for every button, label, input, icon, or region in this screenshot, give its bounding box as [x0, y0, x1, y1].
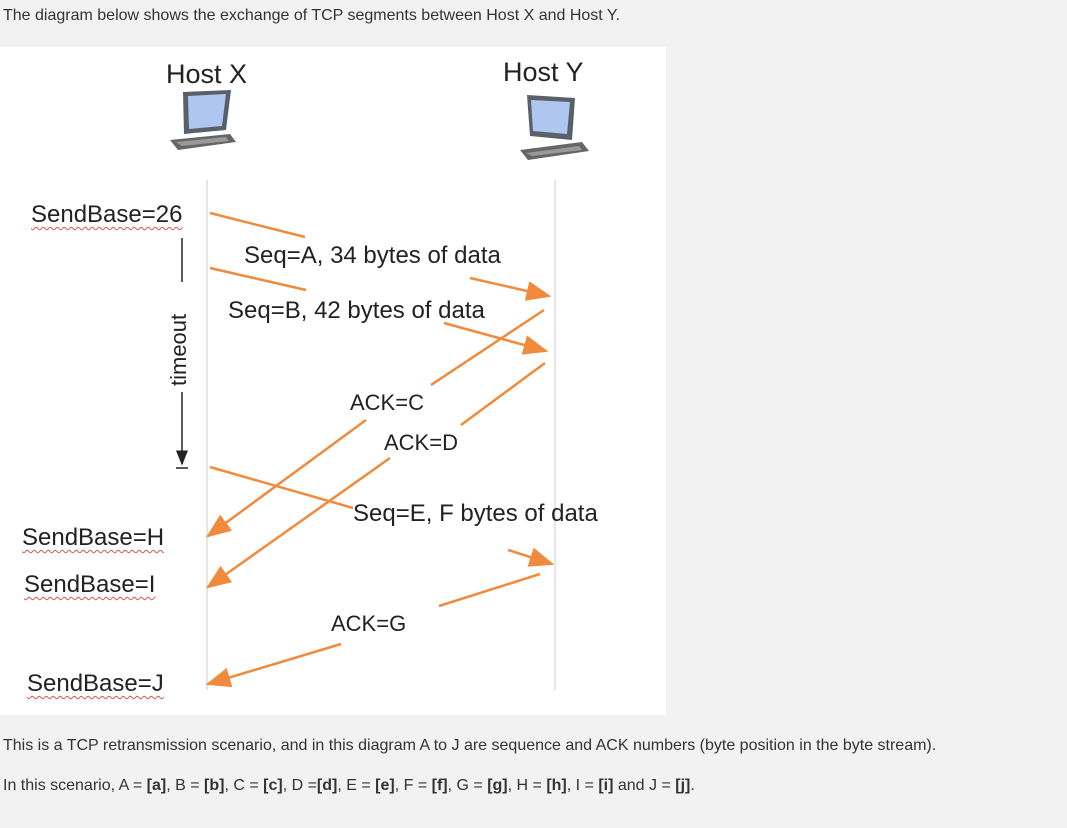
blank-f[interactable]: [f] — [431, 777, 448, 794]
host-y-computer-icon — [520, 95, 589, 160]
answer-sep: , F = — [394, 777, 432, 794]
seg-e-arrow-part1 — [209, 465, 354, 510]
ack-g-label: ACK=G — [331, 611, 407, 636]
answer-prefix: In this scenario, A = — [3, 777, 147, 794]
answer-suffix: . — [690, 777, 695, 794]
answer-line: In this scenario, A = [a], B = [b], C = … — [3, 777, 695, 795]
ack-c-label: ACK=C — [350, 390, 424, 415]
seg-a-arrow-part1 — [209, 211, 306, 239]
blank-e[interactable]: [e] — [375, 777, 395, 794]
answer-sep: , E = — [337, 777, 376, 794]
ack-c-arrow-part1 — [430, 308, 545, 387]
sendbase-j-label: SendBase=J — [27, 670, 164, 697]
seg-b-arrow-part2 — [443, 321, 549, 355]
sendbase-26-label: SendBase=26 — [31, 201, 183, 228]
seg-a-label: Seq=A, 34 bytes of data — [244, 242, 501, 269]
ack-d-arrow-part1 — [460, 361, 546, 427]
answer-sep: , I = — [566, 777, 599, 794]
answer-sep: , D = — [282, 777, 317, 794]
answer-sep: , C = — [224, 777, 264, 794]
blank-b[interactable]: [b] — [204, 777, 225, 794]
blank-g[interactable]: [g] — [487, 777, 508, 794]
answer-sep: and J = — [613, 777, 676, 794]
answer-sep: , G = — [447, 777, 488, 794]
ack-d-arrow-part2 — [205, 456, 391, 589]
blank-j[interactable]: [j] — [675, 777, 691, 794]
ack-g-arrow-part2 — [205, 642, 342, 688]
blank-h[interactable]: [h] — [546, 777, 567, 794]
blank-a[interactable]: [a] — [146, 777, 167, 794]
intro-text: The diagram below shows the exchange of … — [3, 7, 620, 24]
seg-a-arrow-part2 — [469, 276, 552, 301]
answer-sep: , B = — [166, 777, 204, 794]
timeout-label: timeout — [166, 313, 191, 386]
seg-e-arrow-part2 — [507, 547, 555, 567]
seg-b-label: Seq=B, 42 bytes of data — [228, 297, 485, 324]
blank-i[interactable]: [i] — [598, 777, 614, 794]
host-y-label: Host Y — [503, 57, 584, 87]
answer-sep: , H = — [507, 777, 547, 794]
blank-d[interactable]: [d] — [316, 777, 338, 794]
ack-d-label: ACK=D — [384, 430, 458, 455]
ack-g-arrow-part1 — [438, 572, 541, 608]
host-x-computer-icon — [170, 90, 236, 150]
host-x-label: Host X — [166, 59, 248, 89]
ack-c-arrow-part2 — [205, 418, 367, 538]
seg-e-label: Seq=E, F bytes of data — [353, 500, 598, 527]
sendbase-i-label: SendBase=I — [24, 571, 156, 598]
blank-c[interactable]: [c] — [263, 777, 283, 794]
scenario-description: This is a TCP retransmission scenario, a… — [3, 737, 937, 754]
seg-b-arrow-part1 — [209, 266, 307, 292]
sendbase-h-label: SendBase=H — [22, 524, 165, 551]
